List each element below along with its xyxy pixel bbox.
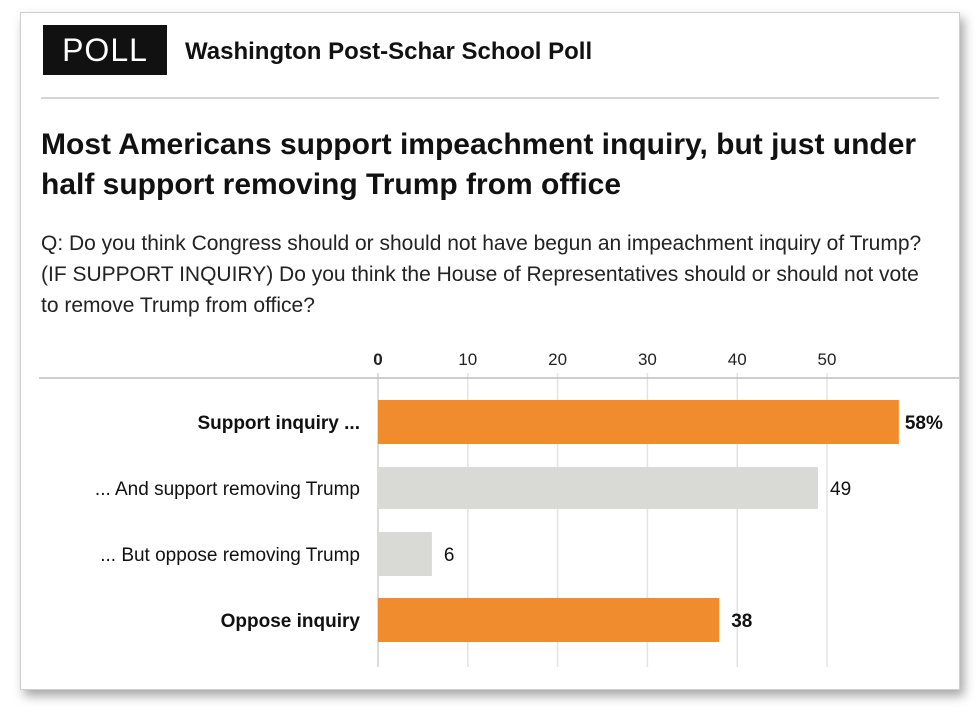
bar [378,467,819,509]
x-tick-label: 10 [458,350,477,369]
x-tick-label: 50 [818,350,837,369]
bar [378,400,899,444]
bar [378,532,432,576]
header-divider [41,97,939,99]
poll-question: Q: Do you think Congress should or shoul… [41,232,922,317]
poll-card: POLL Washington Post-Schar School Poll M… [20,12,960,690]
category-label: Support inquiry ... [197,413,360,434]
labels-layer: 0 10 20 30 40 50 Support inquiry ... 58% ... And… [95,350,943,632]
x-tick-label: 0 [373,350,382,369]
data-label: 38 [731,611,752,632]
data-label: 49 [830,479,851,500]
bar-chart: 0 10 20 30 40 50 Support inquiry ... 58% ... And… [39,350,959,667]
x-tick-label: 40 [728,350,747,369]
x-tick-label: 30 [638,350,657,369]
poll-source-title: Washington Post-Schar School Poll [185,38,593,65]
category-label: Oppose inquiry [221,611,361,632]
category-label: ... And support removing Trump [95,479,360,500]
bar [378,598,720,642]
data-label: 6 [444,545,455,566]
poll-badge: POLL [43,25,167,75]
x-tick-label: 20 [548,350,567,369]
chart-headline: Most Americans support impeachment inqui… [41,128,917,201]
category-label: ... But oppose removing Trump [100,545,360,566]
data-label: 58% [905,413,943,434]
bars-layer [378,400,899,642]
